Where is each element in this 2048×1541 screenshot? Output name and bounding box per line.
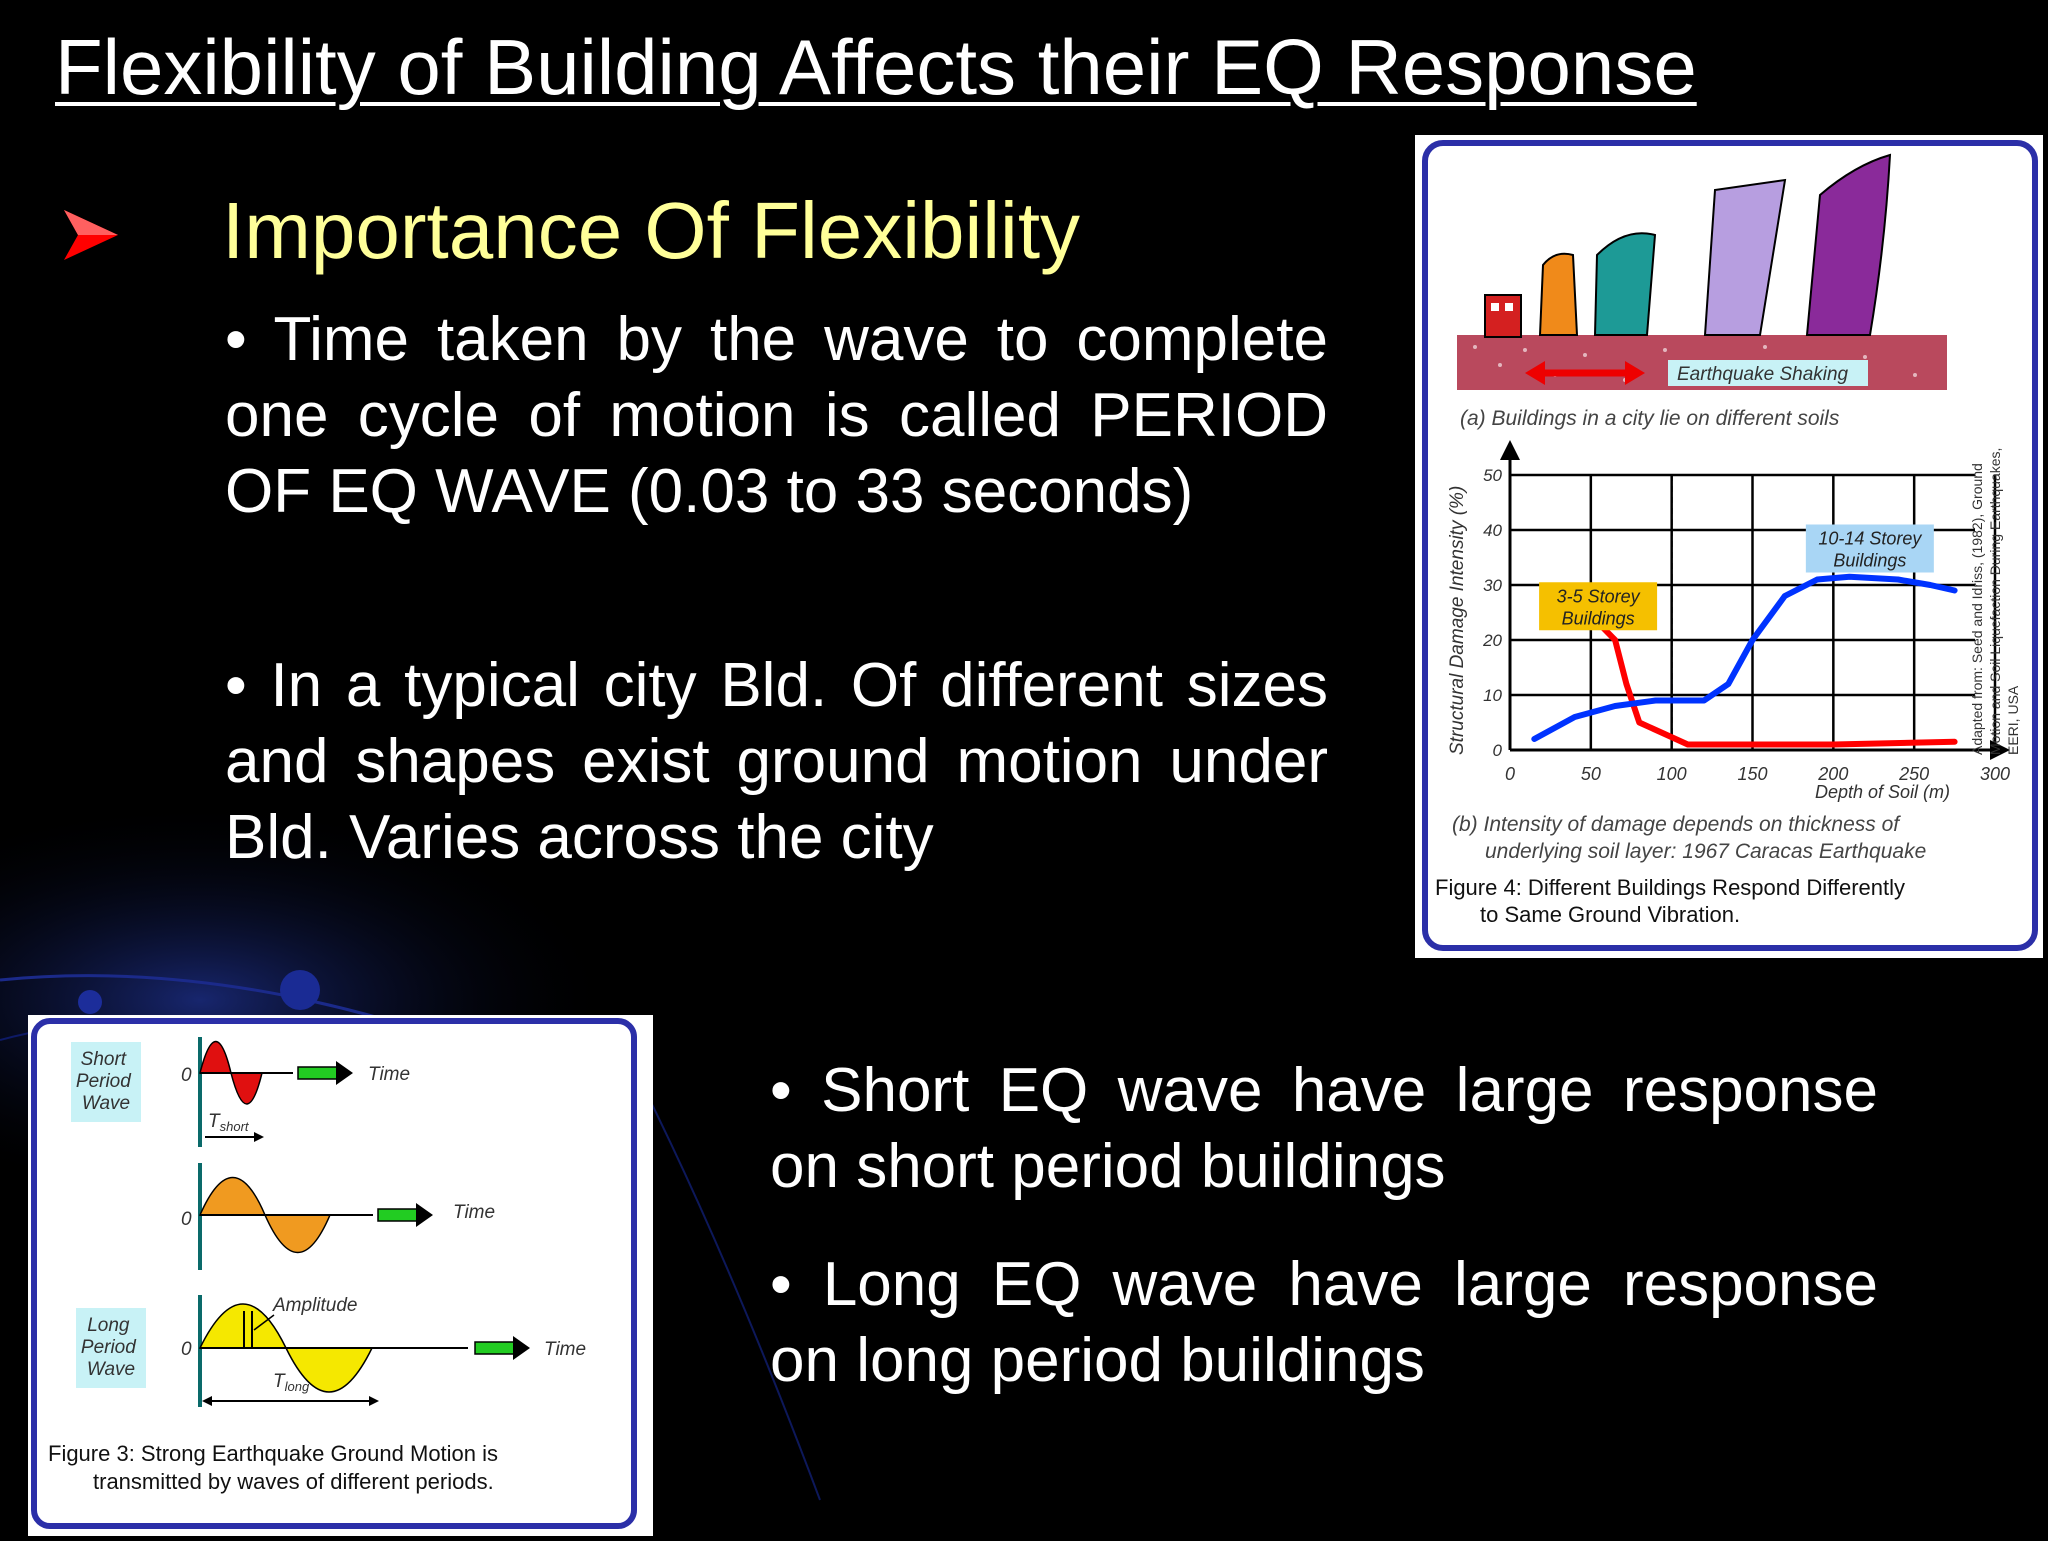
short-label-3: Wave [82, 1093, 130, 1114]
x-tick-label: 0 [1505, 764, 1515, 784]
slide-title: Flexibility of Building Affects their EQ… [55, 23, 1697, 111]
chart-ylabel: Structural Damage Intensity (%) [1447, 486, 1468, 755]
y-tick-label: 10 [1483, 686, 1502, 705]
y-tick-label: 0 [1493, 741, 1503, 760]
source-line-1: Adapted from: Seed and Idriss, (1982), G… [1969, 463, 1985, 755]
figure3-caption-line-1: Figure 3: Strong Earthquake Ground Motio… [48, 1441, 498, 1466]
figure4-caption-line-2: to Same Ground Vibration. [1480, 902, 1740, 927]
series-line-short-buildings [1571, 620, 1958, 748]
bullet-ground-motion: • In a typical city Bld. Of different si… [225, 651, 1328, 872]
short-zero: 0 [181, 1065, 192, 1086]
building-purple-icon [1805, 153, 1892, 336]
x-tick-label: 200 [1817, 764, 1848, 784]
bullet-long-wave: • Long EQ wave have large response on lo… [770, 1250, 1878, 1395]
bullet-period-definition: • Time taken by the wave to complete one… [225, 305, 1328, 526]
building-small-icon [1484, 294, 1522, 338]
svg-text:Long Period Wave: Long Period Wave [81, 1315, 141, 1380]
chart-xlabel: Depth of Soil (m) [1815, 782, 1950, 802]
source-line-3: EERI, USA [2005, 685, 2021, 755]
y-tick-label: 20 [1482, 631, 1502, 650]
x-tick-label: 250 [1898, 764, 1929, 784]
time-arrow-icon [297, 1061, 353, 1085]
bullet-arrow-icon [64, 210, 118, 260]
figure-4: Earthquake Shaking (a) Buildings in a ci… [1415, 135, 2043, 958]
section-heading: Importance Of Flexibility [222, 186, 1081, 275]
mid-zero: 0 [181, 1209, 192, 1230]
short-label-1: Short [81, 1049, 127, 1070]
series-line-tall-buildings [1531, 573, 1958, 742]
y-tick-label: 30 [1483, 576, 1502, 595]
caption-b-line-1: (b) Intensity of damage depends on thick… [1452, 813, 1901, 836]
figure4-caption-line-1: Figure 4: Different Buildings Respond Di… [1435, 875, 1905, 900]
source-line-2: Motion and Soil Liquefaction During Eart… [1987, 448, 2003, 755]
long-label-1: Long [87, 1315, 130, 1336]
long-label-3: Wave [87, 1359, 135, 1380]
t-long-label: Tlong [273, 1371, 310, 1394]
svg-text:Short Period Wave: Short Period Wave [76, 1049, 136, 1114]
y-axis-arrow-icon [1500, 440, 1520, 460]
building-orange-icon [1538, 252, 1579, 336]
x-tick-label: 300 [1980, 764, 2010, 784]
x-axis-arrow-icon [1990, 740, 2010, 760]
building-teal-icon [1593, 232, 1657, 336]
shaking-label: Earthquake Shaking [1677, 364, 1849, 385]
figure3-caption-line-2: transmitted by waves of different period… [93, 1469, 494, 1494]
long-label-2: Period [81, 1337, 137, 1358]
x-tick-label: 50 [1581, 764, 1601, 784]
legend-tall-buildings: 10-14 Storey Buildings [1818, 529, 1922, 571]
figure-3: Short Period Wave 0 Time Tshort 0 Time L… [28, 1015, 653, 1536]
legend-box [1805, 524, 1934, 573]
time-arrow-icon [377, 1203, 433, 1227]
x-tick-label: 100 [1657, 764, 1687, 784]
t-short-label: Tshort [208, 1111, 250, 1134]
y-tick-label: 40 [1483, 521, 1502, 540]
short-time-label: Time [368, 1064, 410, 1085]
legend-short-buildings: 3-5 Storey Buildings [1557, 586, 1641, 628]
caption-b-line-2: underlying soil layer: 1967 Caracas Eart… [1485, 840, 1926, 863]
caption-a: (a) Buildings in a city lie on different… [1460, 407, 1840, 430]
amplitude-label: Amplitude [272, 1295, 358, 1316]
shaking-arrow-icon [1525, 361, 1645, 385]
building-lavender-icon [1703, 178, 1787, 336]
legend-box [1539, 582, 1658, 631]
bullet-short-wave: • Short EQ wave have large response on s… [770, 1056, 1878, 1201]
short-label-2: Period [76, 1071, 132, 1092]
x-tick-label: 150 [1737, 764, 1767, 784]
long-zero: 0 [181, 1339, 192, 1360]
y-tick-label: 50 [1483, 466, 1502, 485]
time-arrow-icon [474, 1336, 530, 1360]
damage-chart: 0 50 100 150 200 250 300 0 10 20 30 40 50 3-5 Storey B… [1482, 440, 2010, 784]
mid-time-label: Time [453, 1202, 495, 1223]
long-time-label: Time [544, 1339, 586, 1360]
